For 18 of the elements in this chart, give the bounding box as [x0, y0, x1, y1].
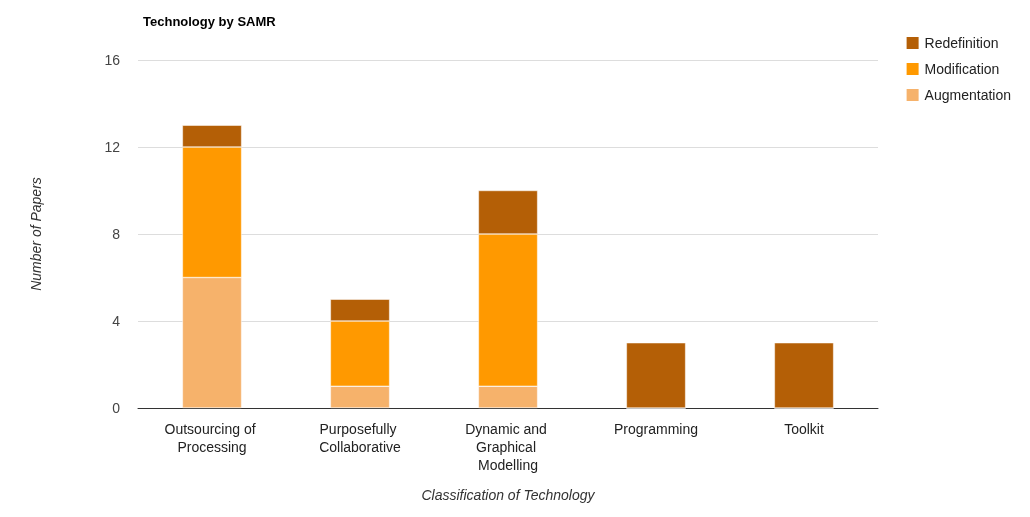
- x-tick-label: Programming: [613, 421, 699, 437]
- y-tick-label: 0: [112, 400, 121, 416]
- legend-label: Redefinition: [924, 35, 999, 51]
- x-tick-label: Dynamic and Graphical Modelling: [465, 421, 551, 473]
- y-axis-title: Number of Papers: [28, 177, 44, 291]
- x-tick-label: Purposefully Collaborative: [319, 421, 402, 455]
- x-tick-label: Outsourcing of Processing: [164, 421, 260, 455]
- bar: [626, 342, 686, 408]
- x-axis-title: Classification of Technology: [421, 487, 596, 503]
- x-tick-label: Toolkit: [784, 421, 824, 437]
- legend-label: Modification: [924, 61, 1000, 77]
- legend-label: Augmentation: [924, 87, 1012, 103]
- bar: [774, 342, 834, 408]
- y-tick-label: 4: [112, 313, 121, 329]
- y-tick-label: 8: [112, 226, 121, 242]
- chart-title: Technology by SAMR: [143, 14, 277, 29]
- y-tick-label: 16: [104, 52, 121, 68]
- y-tick-label: 12: [104, 139, 121, 155]
